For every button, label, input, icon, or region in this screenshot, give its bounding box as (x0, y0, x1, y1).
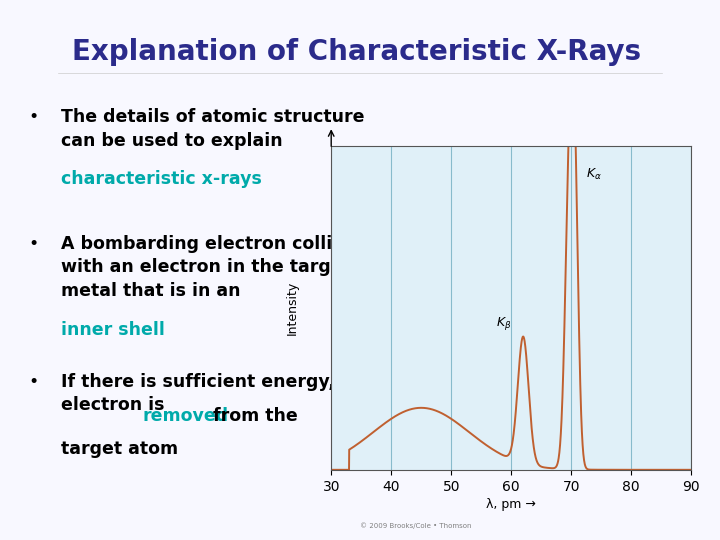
Text: $K_{\alpha}$: $K_{\alpha}$ (586, 167, 602, 183)
Text: removed: removed (143, 407, 229, 424)
Text: •: • (29, 108, 39, 126)
Text: •: • (29, 235, 39, 253)
Text: $K_{\beta}$: $K_{\beta}$ (496, 315, 512, 332)
Text: from the: from the (207, 407, 297, 424)
Text: If there is sufficient energy, the
electron is: If there is sufficient energy, the elect… (61, 373, 374, 414)
Text: © 2009 Brooks/Cole • Thomson: © 2009 Brooks/Cole • Thomson (360, 523, 472, 529)
Text: •: • (29, 373, 39, 390)
Text: Intensity: Intensity (286, 281, 299, 335)
Text: target atom: target atom (61, 440, 179, 458)
Text: inner shell: inner shell (61, 321, 165, 339)
Text: The details of atomic structure
can be used to explain: The details of atomic structure can be u… (61, 108, 365, 150)
Text: A bombarding electron collides
with an electron in the target
metal that is in a: A bombarding electron collides with an e… (61, 235, 367, 300)
Text: characteristic x-rays: characteristic x-rays (61, 170, 262, 188)
X-axis label: λ, pm →: λ, pm → (486, 498, 536, 511)
Text: Explanation of Characteristic X-Rays: Explanation of Characteristic X-Rays (72, 38, 641, 66)
